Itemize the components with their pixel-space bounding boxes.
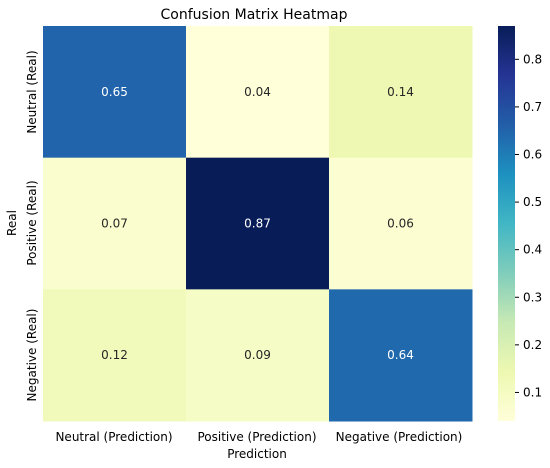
heatmap-cell <box>43 26 187 159</box>
cell-value-label: 0.09 <box>244 348 271 362</box>
cell-value-label: 0.07 <box>101 217 128 231</box>
cell-value-label: 0.65 <box>101 85 128 99</box>
colorbar <box>498 26 515 421</box>
x-tick-label: Positive (Prediction) <box>197 430 316 444</box>
colorbar-tick-label: 0.2 <box>523 338 542 352</box>
heatmap-cell <box>186 157 330 290</box>
heatmap-cell <box>186 26 330 159</box>
x-tick-labels: Neutral (Prediction) Positive (Predictio… <box>55 430 462 444</box>
heatmap-cell <box>186 289 330 422</box>
colorbar-tick-label: 0.4 <box>523 243 542 257</box>
cell-value-label: 0.14 <box>387 85 414 99</box>
colorbar-tick-label: 0.7 <box>523 100 542 114</box>
y-tick-label: Neutral (Real) <box>25 50 39 133</box>
y-tick-label: Negative (Real) <box>25 309 39 402</box>
y-tick-label: Positive (Real) <box>25 180 39 265</box>
heatmap-cells <box>43 26 473 422</box>
colorbar-tick-label: 0.1 <box>523 385 542 399</box>
cell-value-label: 0.04 <box>244 85 271 99</box>
cell-value-label: 0.87 <box>244 217 271 231</box>
x-tick-label: Negative (Prediction) <box>336 430 463 444</box>
colorbar-ticks: 0.1 0.2 0.3 0.4 0.5 0.6 0.7 0.8 <box>515 52 542 399</box>
heatmap-cell <box>43 157 187 290</box>
cell-value-label: 0.06 <box>387 217 414 231</box>
x-tick-label: Neutral (Prediction) <box>55 430 172 444</box>
chart-title: Confusion Matrix Heatmap <box>161 7 348 23</box>
colorbar-tick-label: 0.6 <box>523 147 542 161</box>
colorbar-tick-label: 0.5 <box>523 195 542 209</box>
heatmap-annotations: 0.65 0.04 0.14 0.07 0.87 0.06 0.12 0.09 0.64 <box>101 85 414 362</box>
y-axis-label: Real <box>5 210 19 236</box>
heatmap-cell <box>329 26 473 159</box>
y-tick-labels: Neutral (Real) Positive (Real) Negative … <box>25 50 39 401</box>
colorbar-tick-label: 0.3 <box>523 290 542 304</box>
heatmap-cell <box>329 289 473 422</box>
colorbar-tick-label: 0.8 <box>523 52 542 66</box>
heatmap-cell <box>329 157 473 290</box>
cell-value-label: 0.12 <box>101 348 128 362</box>
heatmap-cell <box>43 289 187 422</box>
cell-value-label: 0.64 <box>387 348 414 362</box>
x-axis-label: Prediction <box>227 447 287 461</box>
